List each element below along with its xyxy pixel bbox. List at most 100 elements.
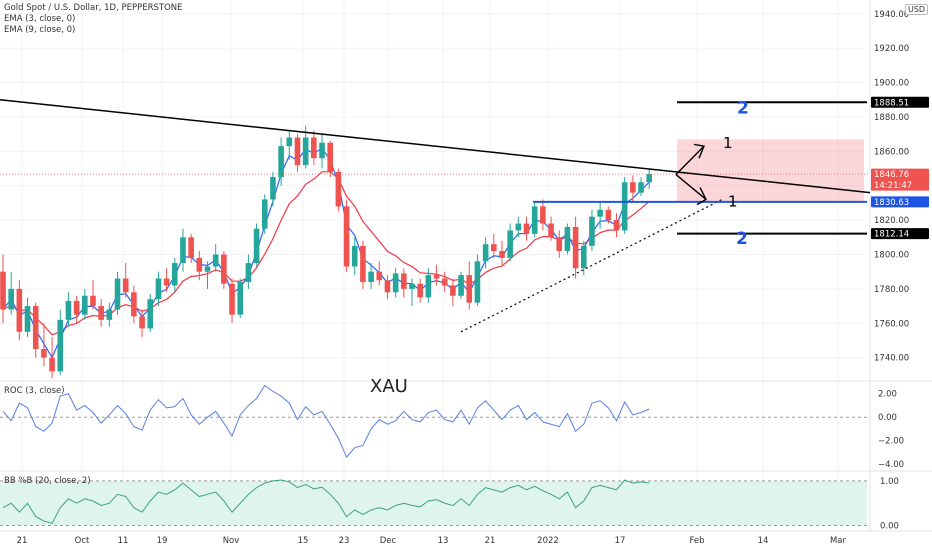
candle — [73, 295, 80, 324]
candle — [343, 199, 350, 272]
candle-body — [8, 288, 14, 310]
candle — [106, 302, 113, 327]
candle-body — [531, 206, 538, 234]
candle-body — [597, 209, 603, 217]
candle — [212, 244, 219, 272]
candle-body — [16, 288, 23, 332]
candle-body — [57, 319, 64, 372]
candle — [376, 261, 383, 286]
candle — [188, 233, 194, 264]
price-tag: 1812.14 — [871, 228, 929, 240]
candle — [0, 254, 6, 324]
price-tick-label: 1920.00 — [874, 44, 909, 54]
candle — [131, 285, 137, 324]
candle — [16, 280, 23, 341]
candle — [368, 263, 374, 289]
candle-body — [82, 295, 88, 315]
candle-body — [196, 257, 203, 272]
symbol-title[interactable]: Gold Spot / U.S. Dollar, 1D, PEPPERSTONE — [4, 3, 183, 13]
candle — [286, 130, 293, 160]
candle — [646, 168, 653, 190]
candle — [327, 140, 333, 178]
candle-body — [212, 254, 219, 267]
candle — [441, 271, 448, 293]
candle-body — [450, 285, 456, 296]
candle-body — [188, 237, 194, 258]
roc-legend[interactable]: ROC (3, close) — [4, 386, 65, 396]
ema-fast-legend[interactable]: EMA (3, close, 0) — [4, 14, 76, 24]
time-tick-label: 11 — [118, 536, 129, 546]
time-tick-label: 17 — [615, 536, 626, 546]
candle — [523, 216, 530, 241]
candle — [384, 275, 391, 300]
candle — [531, 202, 538, 238]
price-tag-bg — [871, 96, 929, 108]
currency-badge[interactable]: USD — [905, 4, 929, 15]
candle-body — [515, 223, 522, 231]
annotation-label: 1 — [728, 192, 738, 210]
price-tick-label: 1800.00 — [874, 250, 909, 260]
candle-body — [556, 237, 563, 252]
candle — [114, 271, 121, 315]
candle-body — [433, 275, 440, 279]
candle-body — [163, 278, 170, 286]
candle — [278, 137, 284, 186]
candle-body — [335, 171, 342, 207]
candle-body — [384, 280, 391, 293]
candle-body — [237, 281, 244, 315]
candle — [613, 213, 620, 238]
price-tag: 1888.51 — [871, 96, 929, 108]
candle-body — [580, 245, 587, 269]
candle — [229, 278, 235, 324]
candle — [335, 168, 342, 212]
price-tag-countdown: 14:21:47 — [874, 181, 912, 191]
candle — [49, 337, 55, 379]
candle — [458, 271, 464, 300]
candle-body — [294, 137, 301, 166]
price-tick-label: 1900.00 — [874, 79, 909, 89]
candle — [319, 134, 325, 169]
candle-body — [139, 316, 145, 329]
time-tick-label: 21 — [485, 536, 496, 546]
candle — [482, 237, 489, 269]
bb-line — [2, 479, 650, 524]
candle — [450, 278, 456, 307]
candle-body — [24, 306, 31, 332]
candle — [360, 240, 366, 289]
price-tag-label: 1846.76 — [874, 170, 909, 180]
candle-body — [311, 137, 317, 159]
ema-slow-legend[interactable]: EMA (9, close, 0) — [4, 25, 76, 35]
candle-body — [441, 278, 448, 286]
candle — [409, 278, 415, 307]
candle-body — [392, 273, 399, 293]
candle — [82, 288, 88, 320]
candle-body — [270, 177, 276, 200]
candle-body — [131, 292, 137, 317]
roc-tick-label: −4.00 — [878, 460, 904, 470]
candle — [474, 254, 481, 307]
candle — [401, 268, 407, 298]
candle — [580, 240, 587, 276]
candle — [155, 271, 162, 307]
candle-body — [589, 216, 595, 246]
candle-body — [73, 300, 80, 315]
candle-body — [638, 182, 644, 193]
candle — [57, 309, 64, 375]
candle-body — [114, 278, 121, 310]
price-tag: 1830.63 — [871, 196, 929, 208]
candle-body — [351, 245, 358, 267]
candle — [41, 323, 47, 367]
bb-legend[interactable]: BB %B (20, close, 2) — [4, 476, 91, 486]
candle-body — [630, 182, 636, 193]
price-tick-label: 1780.00 — [874, 285, 909, 295]
candle-body — [409, 283, 415, 289]
candle-body — [261, 199, 268, 229]
candle-body — [482, 244, 489, 262]
bb-band-fill — [0, 480, 867, 526]
candle-body — [466, 275, 473, 303]
candle-body — [319, 142, 325, 159]
candle-body — [221, 254, 227, 284]
candle-body — [171, 263, 178, 286]
